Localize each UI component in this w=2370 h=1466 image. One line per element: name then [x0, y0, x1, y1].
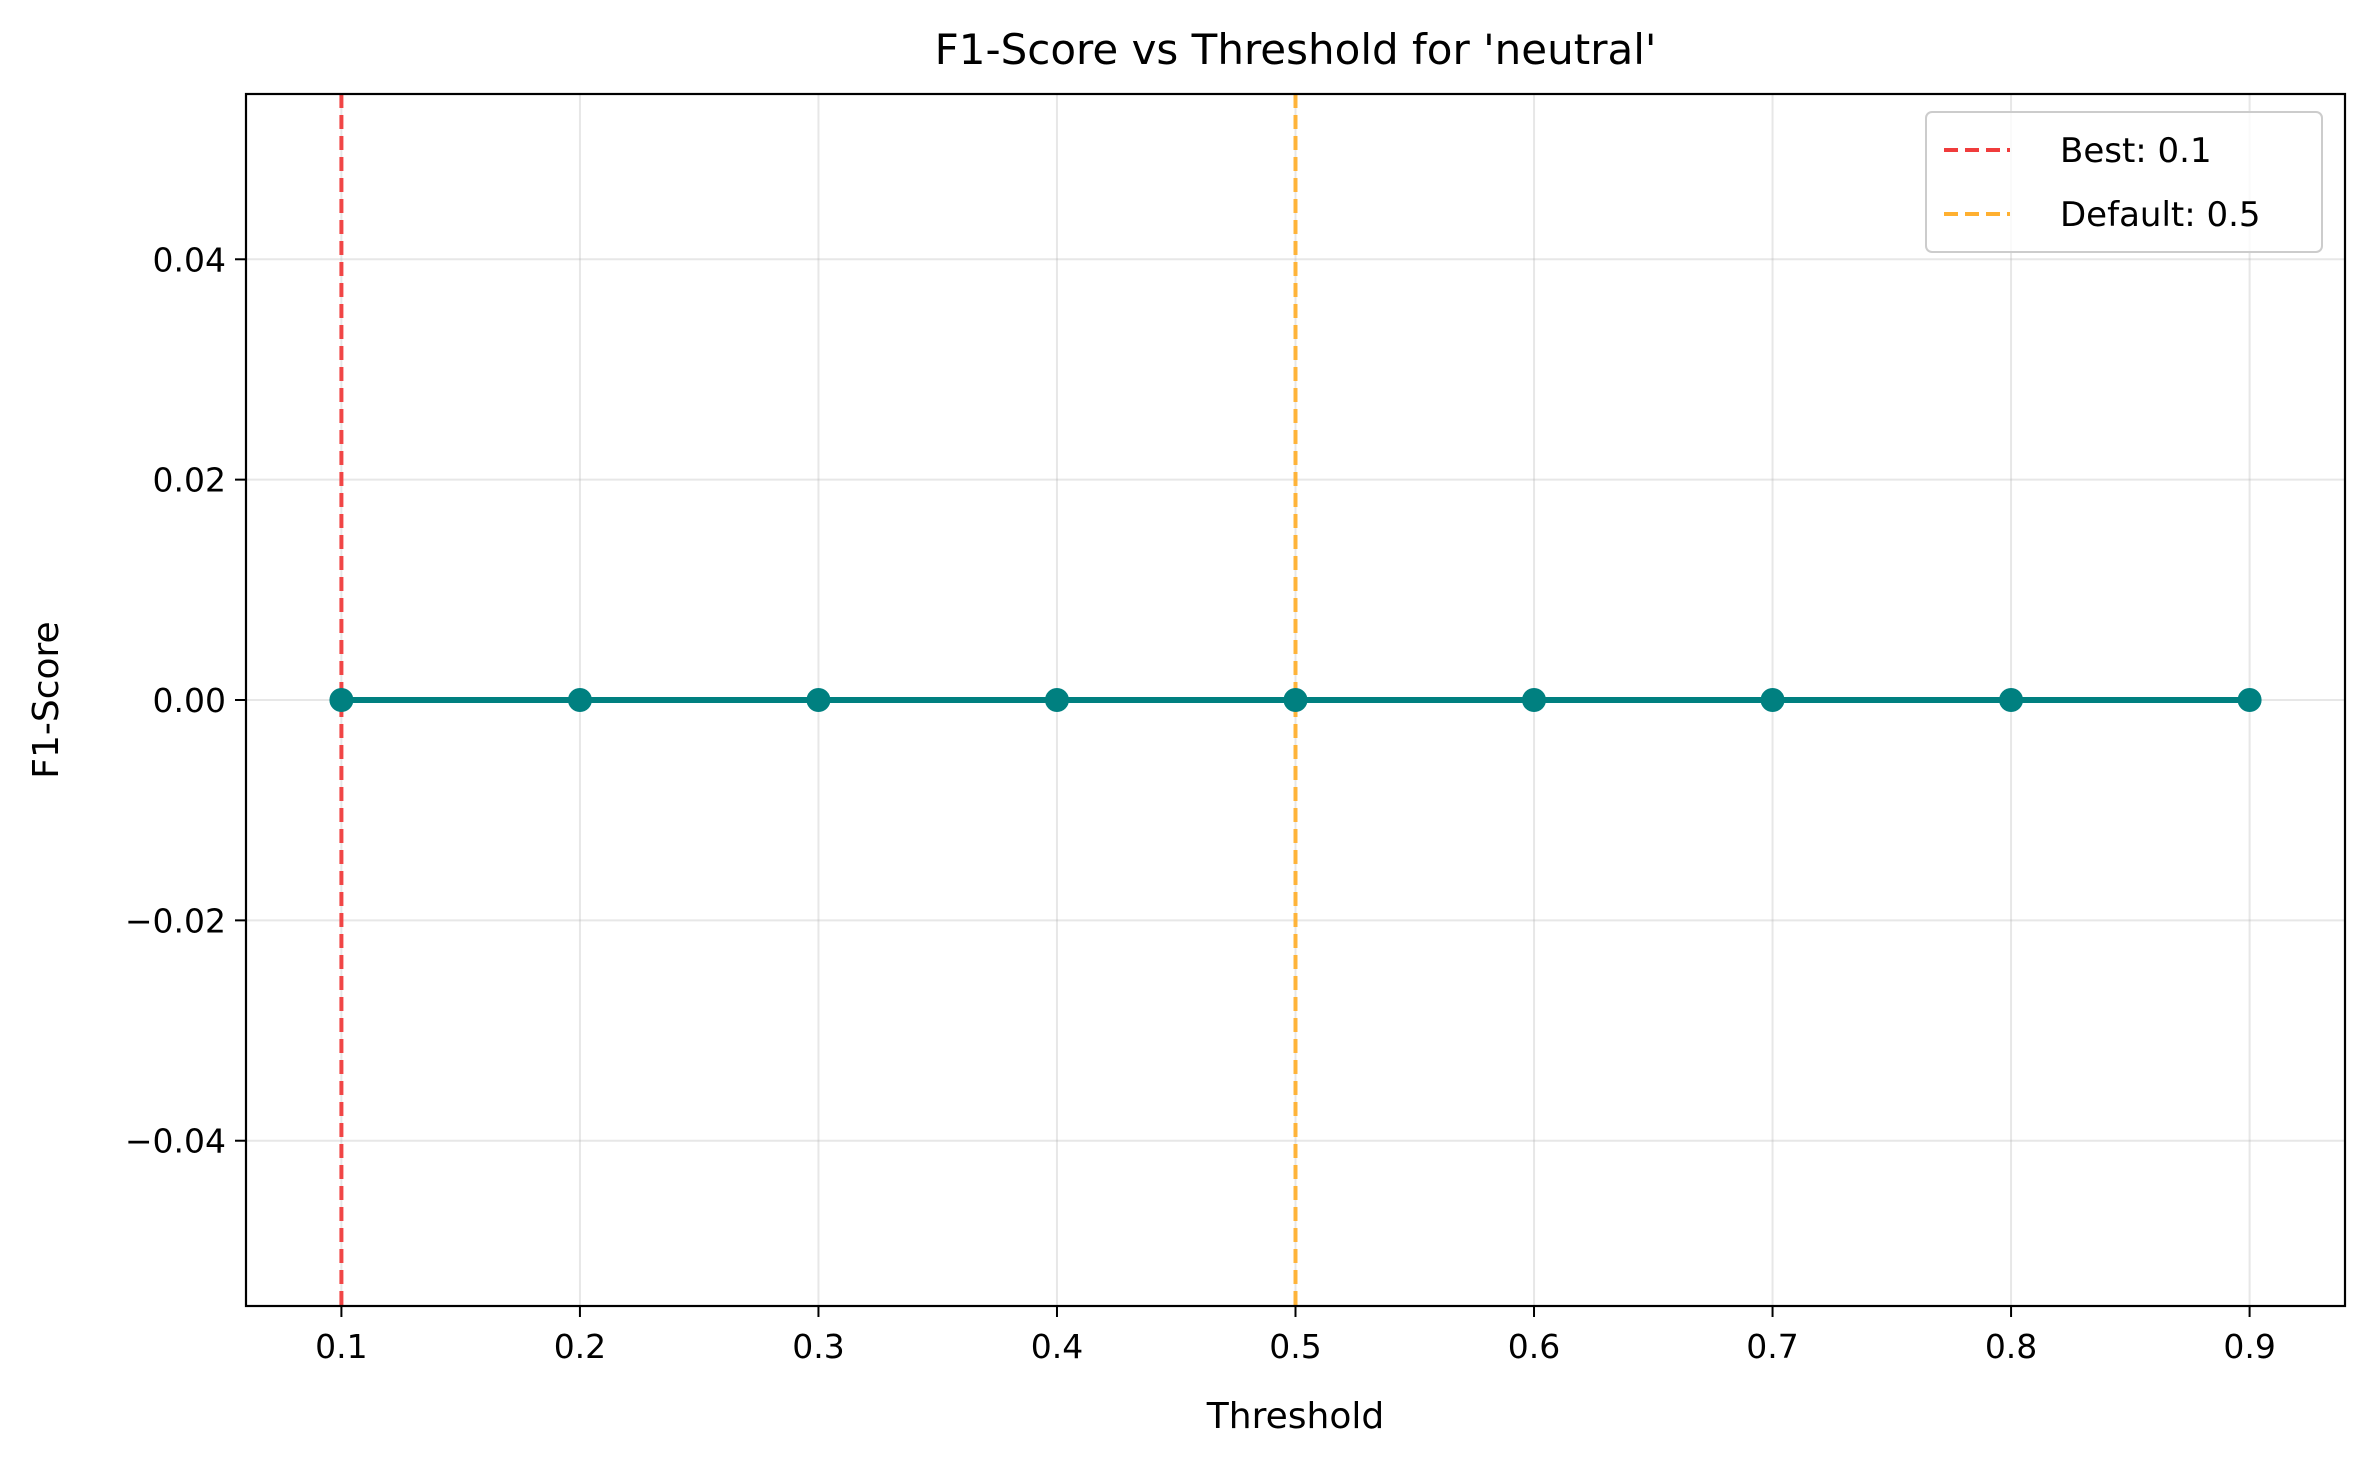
x-tick-label-0: 0.1: [315, 1327, 367, 1366]
data-point-0-2: [806, 688, 831, 712]
y-axis-label: F1-Score: [26, 621, 67, 778]
data-point-0-3: [1044, 688, 1069, 712]
chart-title: F1-Score vs Threshold for 'neutral': [935, 25, 1657, 74]
data-point-0-5: [1522, 688, 1547, 712]
x-tick-label-4: 0.5: [1269, 1327, 1321, 1366]
x-tick-label-6: 0.7: [1746, 1327, 1798, 1366]
legend: Best: 0.1 Default: 0.5: [1925, 111, 2323, 253]
data-point-0-0: [329, 688, 354, 712]
x-tick-label-7: 0.8: [1985, 1327, 2037, 1366]
data-point-0-4: [1283, 688, 1308, 712]
x-axis-label: Threshold: [1206, 1396, 1384, 1437]
reference-lines: [339, 94, 1298, 1306]
legend-box: [1925, 111, 2323, 253]
y-tick-label-2: 0.00: [153, 681, 226, 720]
x-tick-label-3: 0.4: [1031, 1327, 1083, 1366]
y-tick-label-3: 0.02: [153, 461, 226, 500]
x-tick-label-2: 0.3: [792, 1327, 844, 1366]
y-tick-label-1: −0.02: [125, 901, 226, 940]
legend-entries: Best: 0.1 Default: 0.5: [1944, 131, 2261, 235]
x-tick-label-8: 0.9: [2223, 1327, 2275, 1366]
legend-label-0: Best: 0.1: [2060, 131, 2212, 171]
data-point-0-8: [2237, 688, 2262, 712]
data-point-0-6: [1760, 688, 1785, 712]
series-layer: [329, 688, 2262, 712]
data-point-0-7: [1999, 688, 2024, 712]
y-tick-label-4: 0.04: [153, 240, 226, 279]
data-point-0-1: [567, 688, 592, 712]
legend-label-1: Default: 0.5: [2060, 195, 2261, 235]
x-tick-label-5: 0.6: [1508, 1327, 1560, 1366]
y-tick-label-0: −0.04: [125, 1122, 226, 1161]
x-tick-label-1: 0.2: [554, 1327, 606, 1366]
ticks: 0.1 0.2 0.3 0.4 0.5 0.6 0.7 0.8 0.9 −0.04 −0.02 0.0…: [125, 240, 2276, 1366]
